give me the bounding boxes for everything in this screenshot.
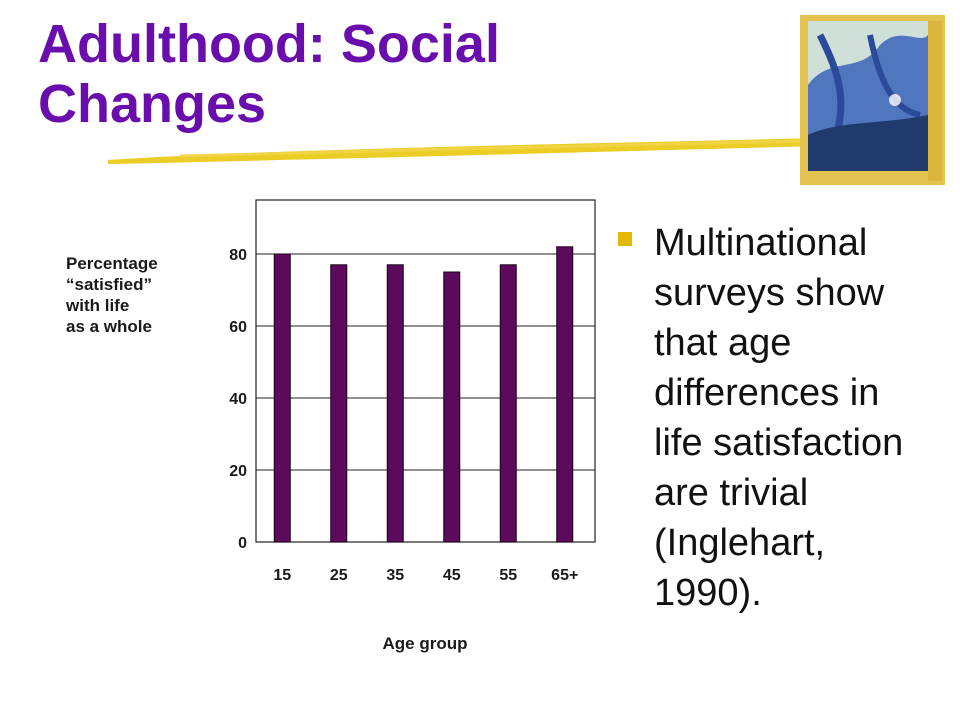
bar bbox=[443, 271, 461, 543]
x-tick-label: 55 bbox=[499, 567, 517, 584]
x-tick-label: 65+ bbox=[551, 567, 578, 584]
y-tick-label: 80 bbox=[229, 247, 247, 264]
y-axis-label: Percentage “satisfied” with life as a wh… bbox=[66, 253, 206, 337]
title-line-2: Changes bbox=[38, 74, 267, 134]
bullet-line: (Inglehart, bbox=[654, 522, 826, 564]
bullet-text: Multinational surveys show that age diff… bbox=[654, 218, 954, 618]
bullet-line: are trivial bbox=[654, 472, 809, 514]
bullet-line: 1990). bbox=[654, 572, 762, 614]
y-axis-label-line: Percentage bbox=[66, 254, 158, 273]
bar bbox=[386, 264, 404, 543]
y-tick-label: 20 bbox=[229, 463, 247, 480]
y-tick-label: 60 bbox=[229, 319, 247, 336]
y-axis-label-line: with life bbox=[66, 296, 130, 315]
bullet-line: Multinational bbox=[654, 222, 868, 264]
bullet-square-icon bbox=[618, 232, 632, 246]
x-tick-label: 45 bbox=[443, 567, 461, 584]
x-tick-label: 15 bbox=[273, 567, 291, 584]
bar bbox=[499, 264, 517, 543]
bullet-line: surveys show bbox=[654, 272, 885, 314]
bar bbox=[330, 264, 348, 543]
x-tick-label: 35 bbox=[386, 567, 404, 584]
bullet-line: life satisfaction bbox=[654, 422, 904, 464]
cover-thumbnail-image bbox=[800, 15, 945, 185]
y-tick-label: 0 bbox=[238, 535, 247, 552]
bar bbox=[273, 253, 291, 543]
bar bbox=[556, 246, 574, 543]
x-axis-label: Age group bbox=[382, 634, 468, 653]
title-line-1: Adulthood: Social bbox=[38, 14, 500, 74]
slide-title: Adulthood: Social Changes bbox=[38, 14, 738, 134]
y-axis-label-line: as a whole bbox=[66, 317, 152, 336]
x-tick-label: 25 bbox=[330, 567, 348, 584]
plot-frame bbox=[255, 199, 596, 543]
bullet-line: differences in bbox=[654, 372, 880, 414]
y-tick-label: 40 bbox=[229, 391, 247, 408]
y-axis-label-line: “satisfied” bbox=[66, 275, 152, 294]
bullet-line: that age bbox=[654, 322, 792, 364]
